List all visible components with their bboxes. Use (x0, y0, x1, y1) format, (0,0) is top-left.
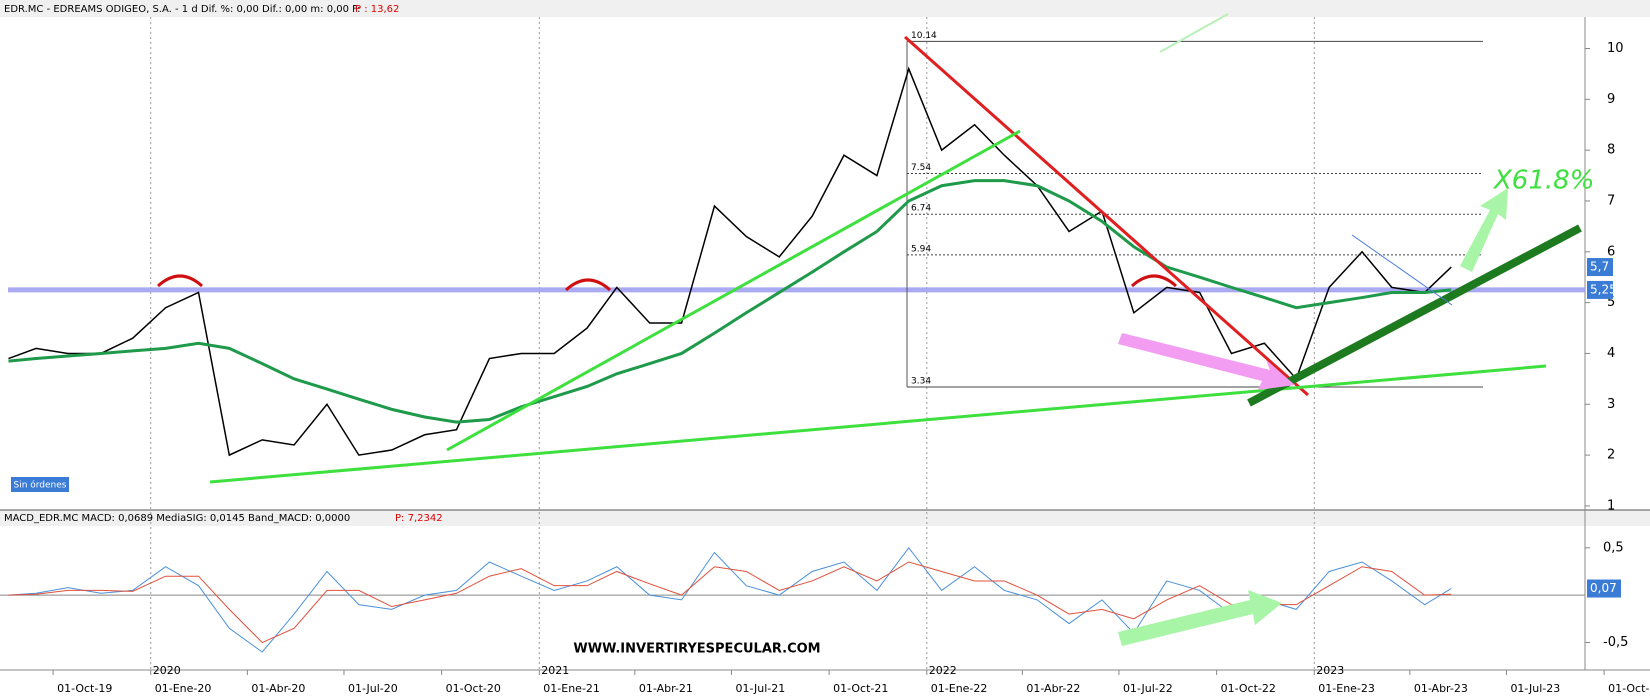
x-tick-label: 01-Abr-21 (639, 682, 693, 695)
macd-title: MACD_EDR.MC MACD: 0,0689 MediaSIG: 0,014… (4, 513, 350, 524)
x-tick-label: 01-Abr-22 (1026, 682, 1080, 695)
y-tick-label: 9 (1607, 92, 1615, 107)
handwritten-note: X61.8% (1492, 166, 1594, 196)
y-tick-label: 8 (1607, 143, 1615, 158)
price-header-bar (0, 0, 1650, 17)
x-tick-label: 01-Oct-20 (446, 682, 501, 695)
y-tick-label: 10 (1607, 41, 1624, 56)
value-marker (1587, 579, 1621, 598)
series-line (8, 179, 1452, 424)
trend-line (904, 35, 1309, 397)
macd-header-bar (0, 510, 1650, 526)
price-marker-label: 5,25 (1590, 282, 1617, 296)
trend-line (1247, 224, 1582, 407)
arrow (1118, 333, 1295, 390)
x-tick-label: 01-Ene-22 (931, 682, 988, 695)
x-tick-label: 01-Abr-20 (251, 682, 305, 695)
y-tick-label: 2 (1607, 448, 1615, 463)
y-tick-label: -0,5 (1603, 635, 1628, 650)
year-label: 2022 (929, 664, 957, 677)
value-marker-label: 0,07 (1590, 581, 1617, 595)
price-marker-label: 5,7 (1590, 260, 1609, 274)
fib-label: 3.34 (911, 377, 931, 387)
x-tick-label: 01-Jul-21 (735, 682, 785, 695)
year-label: 2021 (541, 664, 569, 677)
arrow (1118, 590, 1282, 646)
x-tick-label: 01-Oct-21 (833, 682, 888, 695)
x-tick-label: 01-Jul-22 (1123, 682, 1173, 695)
orders-button[interactable] (11, 477, 69, 492)
price-marker (1587, 258, 1613, 277)
arrow (1460, 188, 1508, 272)
x-tick-label: 01-Ene-21 (543, 682, 600, 695)
y-tick-label: 0,5 (1603, 540, 1624, 555)
series-line (8, 66, 1452, 457)
x-tick-label: 01-Jul-20 (348, 682, 398, 695)
x-tick-label: 01-Oct-22 (1221, 682, 1276, 695)
drawings (11, 13, 1582, 646)
price-title: EDR.MC - EDREAMS ODIGEO, S.A. - 1 d Dif.… (4, 4, 361, 15)
watermark: WWW.INVERTIRYESPECULAR.COM (573, 642, 820, 657)
year-label: 2020 (153, 664, 181, 677)
trend-line (1351, 234, 1453, 306)
y-tick-label: 3 (1607, 397, 1615, 412)
trend-line (1159, 13, 1229, 53)
price-marker (1587, 280, 1613, 299)
orders-label[interactable]: Sin órdenes (13, 480, 66, 491)
price-title-extra: P : 13,62 (355, 4, 399, 15)
resistance-mark (156, 274, 1178, 292)
x-tick-label: 01-Jul-23 (1510, 682, 1560, 695)
fib-label: 6.74 (911, 204, 931, 214)
x-tick-label: 01-Abr-23 (1414, 682, 1468, 695)
x-tick-label: 01-Ene-23 (1318, 682, 1375, 695)
y-tick-label: 5 (1607, 295, 1615, 310)
fib-label: 10.14 (911, 31, 937, 41)
macd-title-extra: P: 7,2342 (395, 513, 443, 524)
x-tick-label: 01-Ene-20 (155, 682, 212, 695)
y-tick-label: 4 (1607, 346, 1615, 361)
trend-line (446, 129, 1021, 452)
y-tick-label: 1 (1607, 498, 1615, 513)
series-line (8, 561, 1452, 644)
x-tick-label: 01-Oct-23 (1608, 682, 1650, 695)
fib-label: 7.54 (911, 163, 931, 173)
trend-line (209, 364, 1547, 484)
x-tick-label: 01-Oct-19 (57, 682, 112, 695)
y-tick-label: 7 (1607, 193, 1615, 208)
y-tick-label: 6 (1607, 244, 1615, 259)
year-label: 2023 (1316, 664, 1344, 677)
fib-label: 5.94 (911, 244, 931, 254)
